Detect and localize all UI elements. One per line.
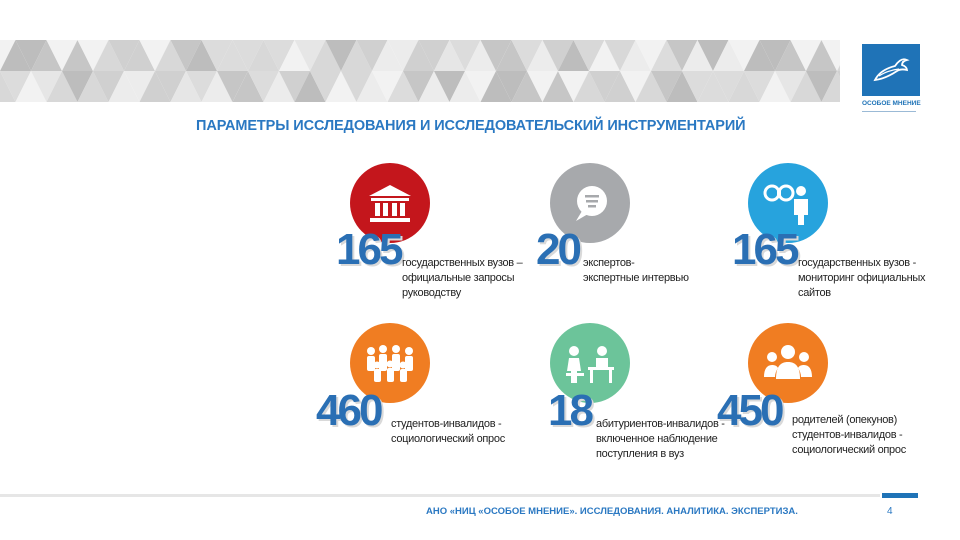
stat-5-line: включенное наблюдение — [596, 433, 718, 445]
stat-4-number: 460 — [316, 386, 383, 435]
stat-4-circle — [350, 323, 430, 403]
stat-6-description: родителей (опекунов) студентов-инвалидов… — [792, 413, 906, 458]
stat-5-description: абитуриентов-инвалидов - включенное набл… — [596, 417, 725, 462]
logo-name: ОСОБОЕ МНЕНИЕ — [862, 100, 921, 107]
stat-1-line: руководству — [402, 287, 461, 299]
stat-2-description: экспертов- экспертные интервью — [583, 256, 689, 286]
stat-5-number: 18 — [548, 386, 594, 435]
stat-1-description: государственных вузов – официальные запр… — [402, 256, 523, 301]
stat-1-number: 165 — [336, 225, 403, 274]
people-group-icon — [367, 345, 413, 382]
chat-bubble-icon — [576, 186, 607, 221]
stat-3-description: государственных вузов - мониторинг офици… — [798, 256, 926, 301]
stat-1-line: официальные запросы — [402, 272, 515, 284]
observation-desk-icon — [566, 346, 614, 383]
triangle-pattern-banner — [0, 40, 840, 102]
parents-group-icon — [764, 345, 812, 379]
footer-text: АНО «НИЦ «ОСОБОЕ МНЕНИЕ». ИССЛЕДОВАНИЯ. … — [426, 506, 798, 517]
stat-6-line: родителей (опекунов) — [792, 414, 897, 426]
binoculars-person-icon — [763, 184, 808, 225]
page-number: 4 — [887, 506, 893, 517]
stat-3-line: мониторинг официальных — [798, 272, 926, 284]
footer-divider — [0, 494, 880, 497]
stat-6-line: социологический опрос — [792, 444, 906, 456]
stat-5-circle — [550, 323, 630, 403]
stat-4-description: студентов-инвалидов - социологический оп… — [391, 417, 505, 447]
stat-3-circle — [748, 163, 828, 243]
stat-5-line: поступления в вуз — [596, 448, 684, 460]
company-logo: ОСОБОЕ МНЕНИЕ — [862, 44, 921, 128]
stat-1-line: государственных вузов – — [402, 257, 523, 269]
stat-6-circle — [748, 323, 828, 403]
triangle-pattern-graphic — [0, 40, 840, 102]
stat-3-line: сайтов — [798, 287, 831, 299]
stat-3-line: государственных вузов - — [798, 257, 916, 269]
logo-underline — [862, 111, 916, 112]
stat-2-line: экспертов- — [583, 257, 635, 269]
stat-2-number: 20 — [536, 225, 582, 274]
stat-4-line: социологический опрос — [391, 433, 505, 445]
footer-accent-bar — [882, 493, 918, 498]
stat-6-number: 450 — [717, 386, 784, 435]
stat-1-circle — [350, 163, 430, 243]
stat-3-number: 165 — [732, 225, 799, 274]
stat-6-line: студентов-инвалидов - — [792, 429, 903, 441]
stat-5-line: абитуриентов-инвалидов - — [596, 418, 725, 430]
stat-2-circle — [550, 163, 630, 243]
bird-logo-icon — [862, 44, 920, 96]
stat-2-line: экспертные интервью — [583, 272, 689, 284]
page-title: ПАРАМЕТРЫ ИССЛЕДОВАНИЯ И ИССЛЕДОВАТЕЛЬСК… — [196, 118, 746, 134]
university-building-icon — [369, 185, 411, 222]
stat-4-line: студентов-инвалидов - — [391, 418, 502, 430]
